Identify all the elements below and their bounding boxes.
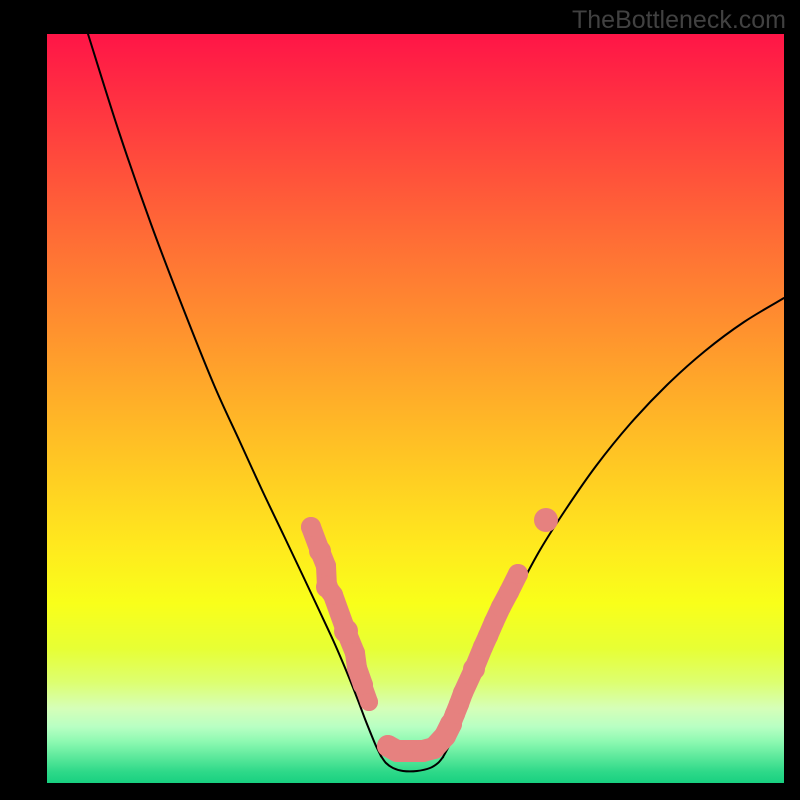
plot-area (47, 34, 784, 783)
data-markers (47, 34, 784, 783)
watermark-text: TheBottleneck.com (572, 6, 786, 35)
